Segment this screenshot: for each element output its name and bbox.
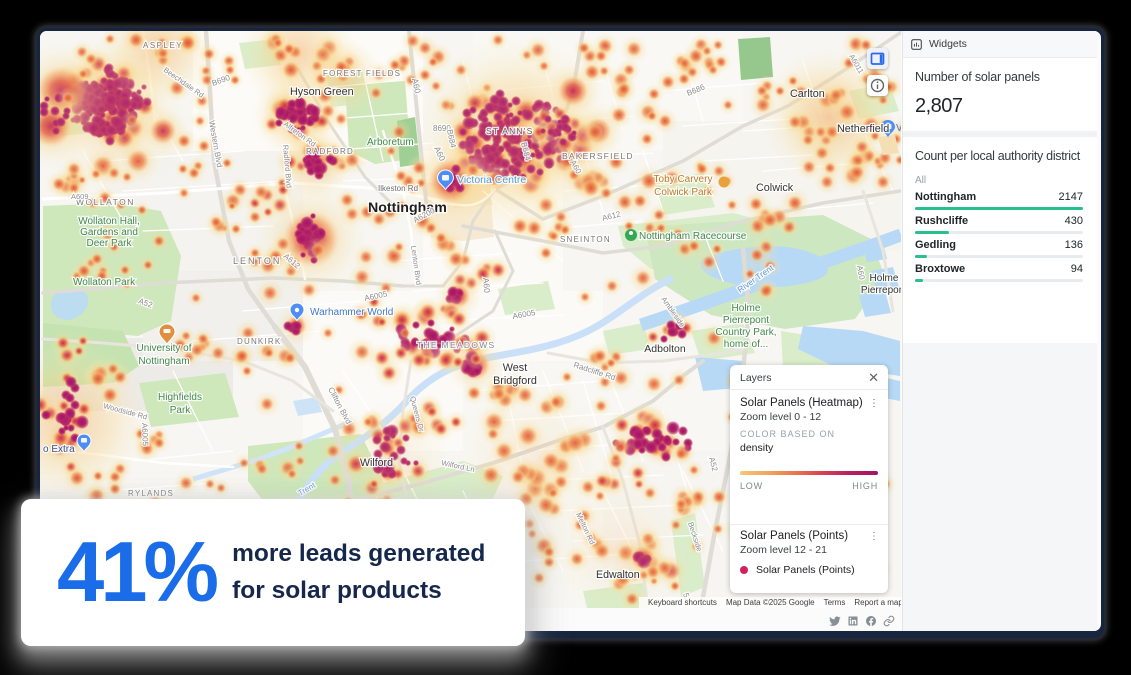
svg-text:ASPLEY: ASPLEY [143,41,183,50]
svg-text:A60: A60 [481,277,492,293]
svg-text:WOLLATON: WOLLATON [76,197,135,207]
svg-text:DUNKIRK: DUNKIRK [237,337,281,346]
svg-text:Ilkeston Rd: Ilkeston Rd [378,184,418,193]
svg-text:V: V [896,123,901,134]
svg-text:SNEINTON: SNEINTON [560,235,611,244]
svg-text:West: West [503,362,527,374]
svg-text:FOREST FIELDS: FOREST FIELDS [323,69,401,78]
svg-text:Adbolton: Adbolton [644,343,686,355]
svg-text:Wollaton Hall,: Wollaton Hall, [78,216,140,227]
svg-text:Netherfield: Netherfield [837,123,889,135]
svg-text:Pierrepont: Pierrepont [861,285,901,296]
svg-text:A6005: A6005 [140,423,150,447]
svg-text:Park: Park [170,405,192,416]
svg-text:Holme: Holme [732,303,761,314]
svg-text:A60: A60 [855,265,866,281]
svg-text:University of: University of [136,343,191,354]
svg-text:o Extra: o Extra [43,444,75,455]
svg-text:Carlton: Carlton [790,88,825,100]
svg-text:Arboretum: Arboretum [367,137,414,148]
svg-text:Deer Park: Deer Park [86,238,132,249]
svg-text:RADFORD: RADFORD [306,147,354,156]
svg-text:Nottingham: Nottingham [138,356,189,367]
svg-text:Wilford: Wilford [360,457,393,469]
svg-text:A60: A60 [410,77,423,94]
svg-text:BAKERSFIELD: BAKERSFIELD [562,151,634,161]
svg-text:Holme: Holme [870,273,899,284]
svg-text:8690: 8690 [433,124,451,133]
svg-text:Colwick Park: Colwick Park [654,187,713,198]
svg-text:A609: A609 [71,192,89,201]
svg-text:Colwick: Colwick [756,182,794,194]
svg-text:ST ANN'S: ST ANN'S [486,126,533,136]
svg-text:Bridgford: Bridgford [493,375,537,387]
svg-text:Country Park,: Country Park, [715,327,776,338]
svg-text:Warhammer World: Warhammer World [310,307,393,318]
svg-text:Edwalton: Edwalton [596,569,640,581]
svg-text:Gardens and: Gardens and [80,227,138,238]
svg-text:RYLANDS: RYLANDS [128,489,174,498]
svg-text:Highfields: Highfields [158,392,202,403]
svg-text:Nottingham Racecourse: Nottingham Racecourse [639,231,747,242]
svg-text:Hyson Green: Hyson Green [290,86,354,98]
svg-text:Toby Carvery: Toby Carvery [654,174,713,185]
svg-text:LENTON: LENTON [233,256,281,266]
svg-text:Wollaton Park: Wollaton Park [73,277,136,288]
svg-text:Victoria Centre: Victoria Centre [457,174,526,186]
svg-text:THE MEADOWS: THE MEADOWS [417,340,496,350]
svg-text:Nottingham: Nottingham [368,200,447,216]
svg-text:Pierrepont: Pierrepont [723,315,769,326]
svg-text:home of...: home of... [724,339,768,350]
